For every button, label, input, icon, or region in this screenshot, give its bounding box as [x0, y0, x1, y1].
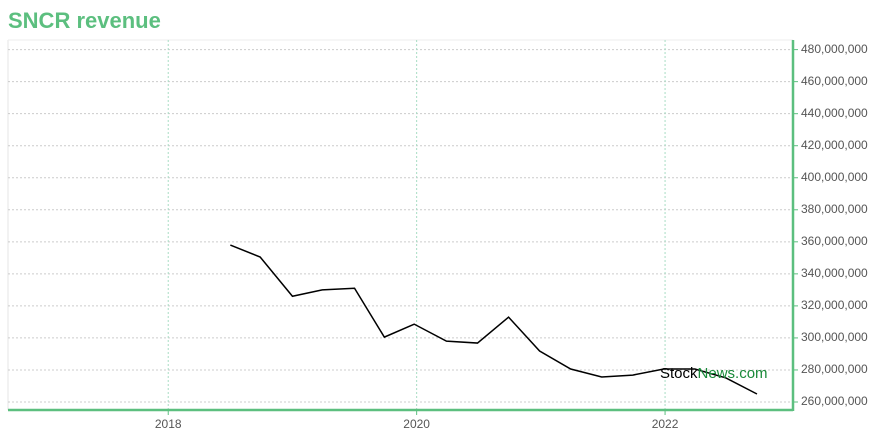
y-tick-label: 460,000,000 — [801, 74, 868, 88]
line-series — [230, 244, 758, 395]
y-tick-label: 480,000,000 — [801, 42, 868, 56]
y-tick-label: 360,000,000 — [801, 234, 868, 248]
y-tick-label: 400,000,000 — [801, 170, 868, 184]
y-tick-label: 440,000,000 — [801, 106, 868, 120]
y-tick-label: 320,000,000 — [801, 298, 868, 312]
x-tick-label: 2022 — [652, 417, 679, 431]
y-tick-label: 300,000,000 — [801, 330, 868, 344]
y-tick-label: 380,000,000 — [801, 202, 868, 216]
watermark: StockNews.com — [660, 365, 768, 382]
watermark-part: News.com — [698, 365, 768, 382]
y-tick-label: 340,000,000 — [801, 266, 868, 280]
watermark-part: Stock — [660, 365, 698, 382]
chart-title: SNCR revenue — [8, 8, 161, 33]
y-tick-label: 280,000,000 — [801, 362, 868, 376]
x-tick-label: 2020 — [403, 417, 430, 431]
y-tick-label: 260,000,000 — [801, 394, 868, 408]
x-tick-label: 2018 — [155, 417, 182, 431]
y-tick-label: 420,000,000 — [801, 138, 868, 152]
